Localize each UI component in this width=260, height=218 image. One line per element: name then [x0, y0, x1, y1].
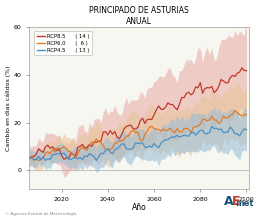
Y-axis label: Cambio en dias cálidos (%): Cambio en dias cálidos (%) [5, 66, 11, 151]
Legend: RCP8.5      ( 14 ), RCP6.0      (  6 ), RCP4.5      ( 13 ): RCP8.5 ( 14 ), RCP6.0 ( 6 ), RCP4.5 ( 13… [34, 31, 92, 55]
Text: met: met [235, 199, 254, 208]
Text: © Agencia Estatal de Meteorología: © Agencia Estatal de Meteorología [5, 212, 77, 216]
Text: A: A [224, 195, 234, 208]
Title: PRINCIPADO DE ASTURIAS
ANUAL: PRINCIPADO DE ASTURIAS ANUAL [89, 5, 189, 26]
X-axis label: Año: Año [132, 203, 146, 213]
Text: E: E [232, 195, 241, 208]
